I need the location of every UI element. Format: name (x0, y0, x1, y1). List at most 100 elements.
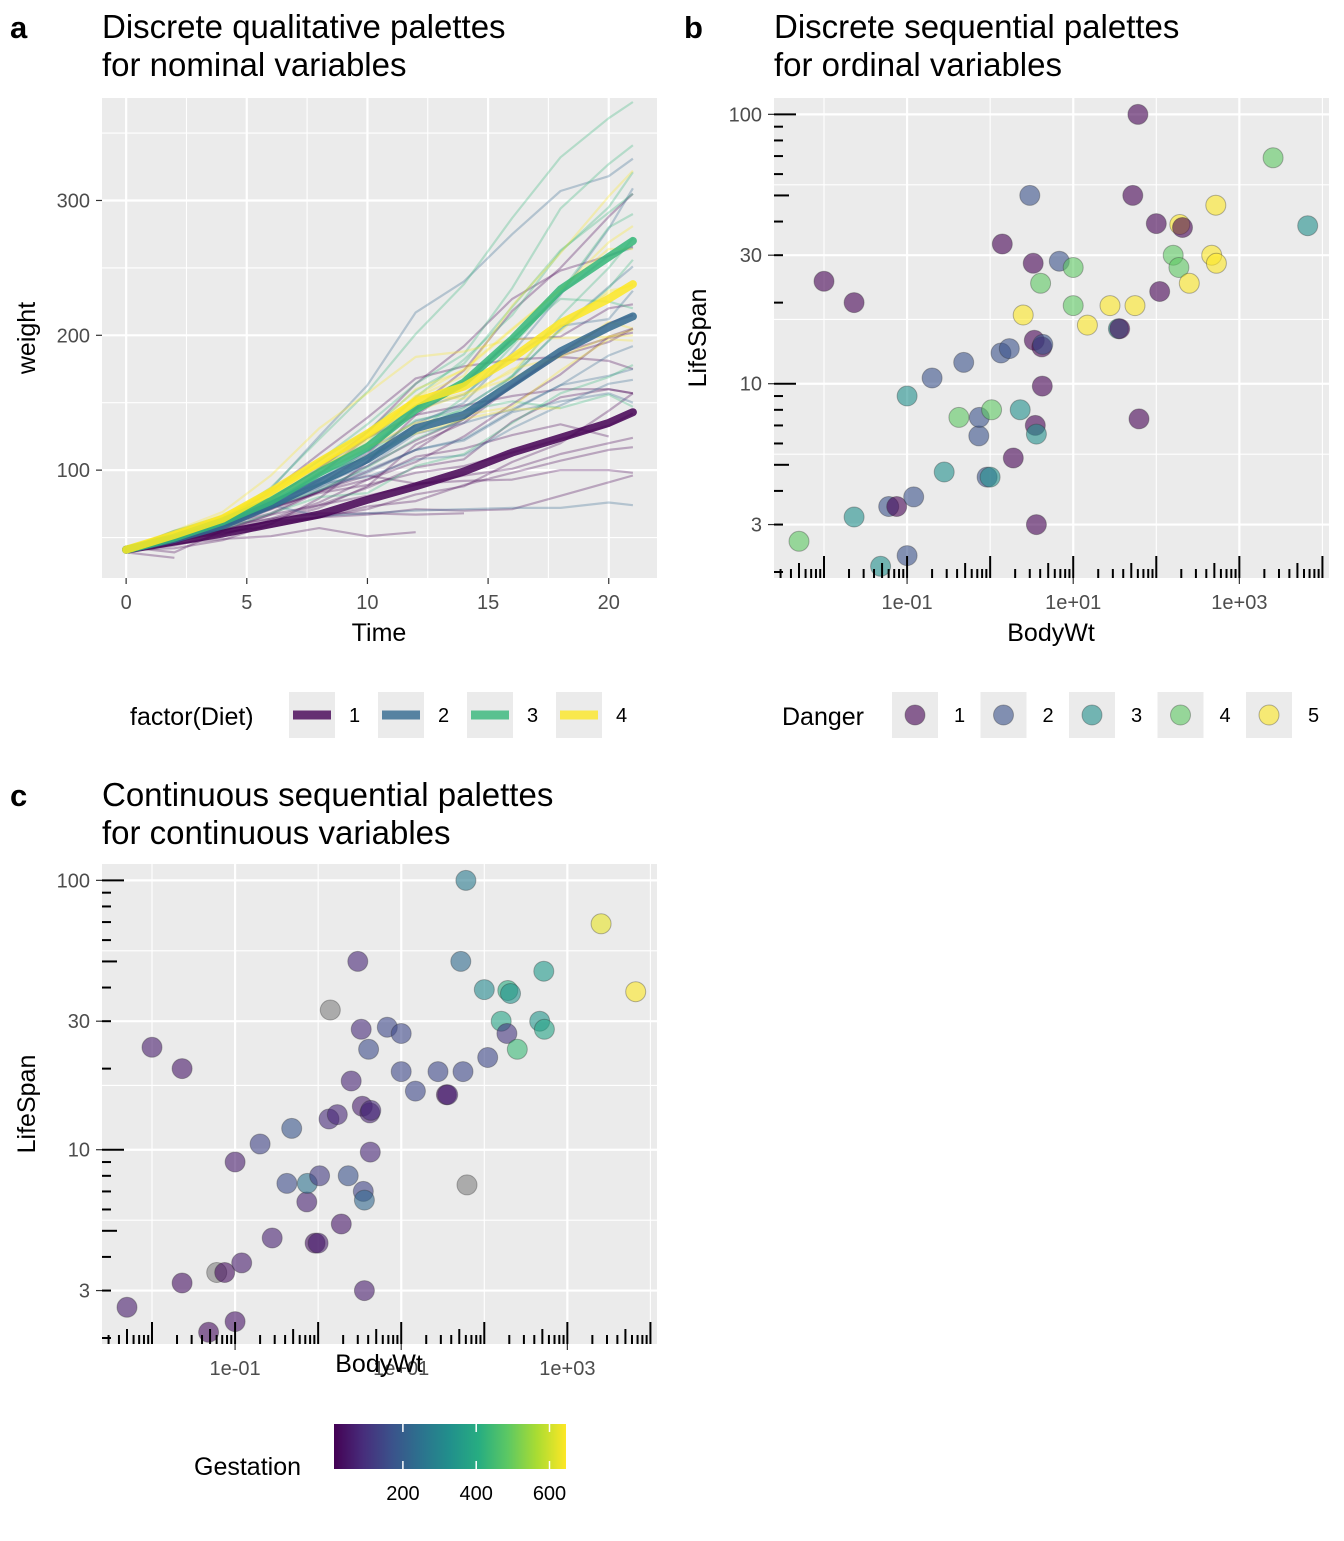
x-tick-label: 1e+01 (1045, 592, 1101, 614)
panel-b-x-axis-title: BodyWt (1007, 619, 1095, 647)
y-tick-label: 3 (79, 1281, 90, 1303)
legend-key-point (993, 704, 1014, 726)
panel-c-points (116, 869, 647, 1343)
legend-label: 3 (1131, 705, 1142, 727)
panel-c-tag: c (10, 778, 27, 813)
data-point (1127, 103, 1149, 125)
data-point (390, 1023, 412, 1044)
panel-b-legend: Danger 1 2 3 4 5 (782, 692, 1319, 738)
data-point (231, 1252, 253, 1274)
legend-label: 2 (1043, 705, 1054, 727)
data-point (296, 1191, 318, 1213)
y-tick-label: 100 (57, 870, 90, 892)
y-tick-label: 100 (57, 460, 90, 482)
panel-b: b Discrete sequential palettes for ordin… (684, 8, 1329, 738)
data-point (171, 1058, 193, 1080)
data-point (456, 1174, 478, 1196)
colorbar-tick-label: 400 (460, 1483, 493, 1505)
data-point (404, 1080, 426, 1102)
data-point (224, 1151, 246, 1173)
data-point (533, 960, 555, 982)
mean-line-diet-4 (122, 280, 637, 554)
panel-b-axes: 1e-01 1e+01 1e+03 3 10 30 100 (729, 104, 1268, 614)
data-point (214, 1262, 236, 1283)
data-point (337, 1165, 359, 1187)
data-point (1099, 295, 1121, 317)
data-point (359, 1141, 381, 1163)
data-point (1019, 184, 1041, 206)
data-point (788, 530, 810, 552)
data-point (506, 1038, 528, 1060)
data-point (903, 486, 925, 508)
data-point (1297, 215, 1319, 237)
data-point (249, 1133, 271, 1155)
data-point (625, 981, 647, 1003)
data-point (953, 351, 975, 373)
x-tick-label: 1e+03 (1211, 592, 1267, 614)
data-point (473, 979, 495, 1001)
data-point (1062, 257, 1084, 278)
data-point (358, 1038, 380, 1060)
legend-title: Danger (782, 703, 864, 731)
panel-b-points (788, 103, 1319, 577)
colorbar-title: Gestation (194, 1453, 301, 1481)
data-point (1262, 147, 1284, 169)
x-tick-label: 1e+01 (373, 1358, 429, 1380)
panel-c-plot-background (102, 864, 657, 1344)
panel-a-legend: factor(Diet) 1 2 3 4 (130, 692, 627, 738)
panel-c-x-axis-title: BodyWt (335, 1350, 423, 1378)
panel-c-title-line-2: for continuous variables (102, 814, 451, 851)
data-point (1025, 514, 1047, 536)
data-point (500, 983, 521, 1004)
y-tick-label: 10 (740, 374, 762, 396)
data-point (886, 496, 908, 517)
legend-label: 1 (349, 705, 360, 727)
y-tick-label: 3 (751, 515, 762, 537)
chick-line-diet-4 (125, 334, 633, 550)
data-point (141, 1036, 163, 1058)
data-point (496, 1023, 518, 1044)
data-point (981, 399, 1003, 421)
legend-label: 4 (616, 705, 627, 727)
data-point (1205, 194, 1227, 216)
data-point (813, 270, 835, 292)
data-point (948, 406, 970, 428)
panel-a: a Discrete qualitative palettes for nomi… (10, 8, 657, 738)
panel-b-y-axis-title: LifeSpan (684, 289, 712, 388)
legend-label: 3 (527, 705, 538, 727)
data-point (1022, 252, 1044, 274)
panel-a-title-line-2: for nominal variables (102, 46, 406, 83)
data-point (921, 367, 943, 389)
data-point (390, 1061, 412, 1083)
data-point (477, 1047, 499, 1068)
data-point (1030, 272, 1052, 294)
data-point (1076, 314, 1098, 336)
data-point (933, 461, 955, 483)
y-tick-label: 300 (57, 190, 90, 212)
data-point (307, 1232, 329, 1254)
panel-a-tag: a (10, 10, 28, 45)
x-tick-label: 1e-01 (210, 1358, 261, 1380)
chick-line-diet-1 (126, 303, 634, 551)
data-point (1178, 272, 1200, 294)
data-point (979, 466, 1001, 488)
data-point (968, 425, 990, 447)
panel-b-plot-background (774, 98, 1329, 578)
data-point (1205, 252, 1227, 274)
legend-key-point (1258, 704, 1280, 726)
panel-b-tag: b (684, 10, 703, 45)
data-point (1149, 281, 1171, 302)
panel-c: c Continuous sequential palettes for con… (10, 776, 657, 1505)
legend-label: 1 (954, 705, 965, 727)
panel-b-title-line-1: Discrete sequential palettes (774, 8, 1179, 45)
data-point (455, 869, 477, 891)
panel-c-colorbar-legend: Gestation 200 400 600 (194, 1424, 566, 1505)
chick-line-diet-1 (125, 551, 175, 559)
data-point (1002, 447, 1024, 469)
data-point (116, 1296, 138, 1318)
data-point (171, 1272, 193, 1294)
x-tick-label: 1e+03 (539, 1358, 595, 1380)
y-tick-label: 10 (68, 1140, 90, 1162)
data-point (353, 1280, 375, 1302)
x-tick-label: 10 (356, 592, 378, 614)
